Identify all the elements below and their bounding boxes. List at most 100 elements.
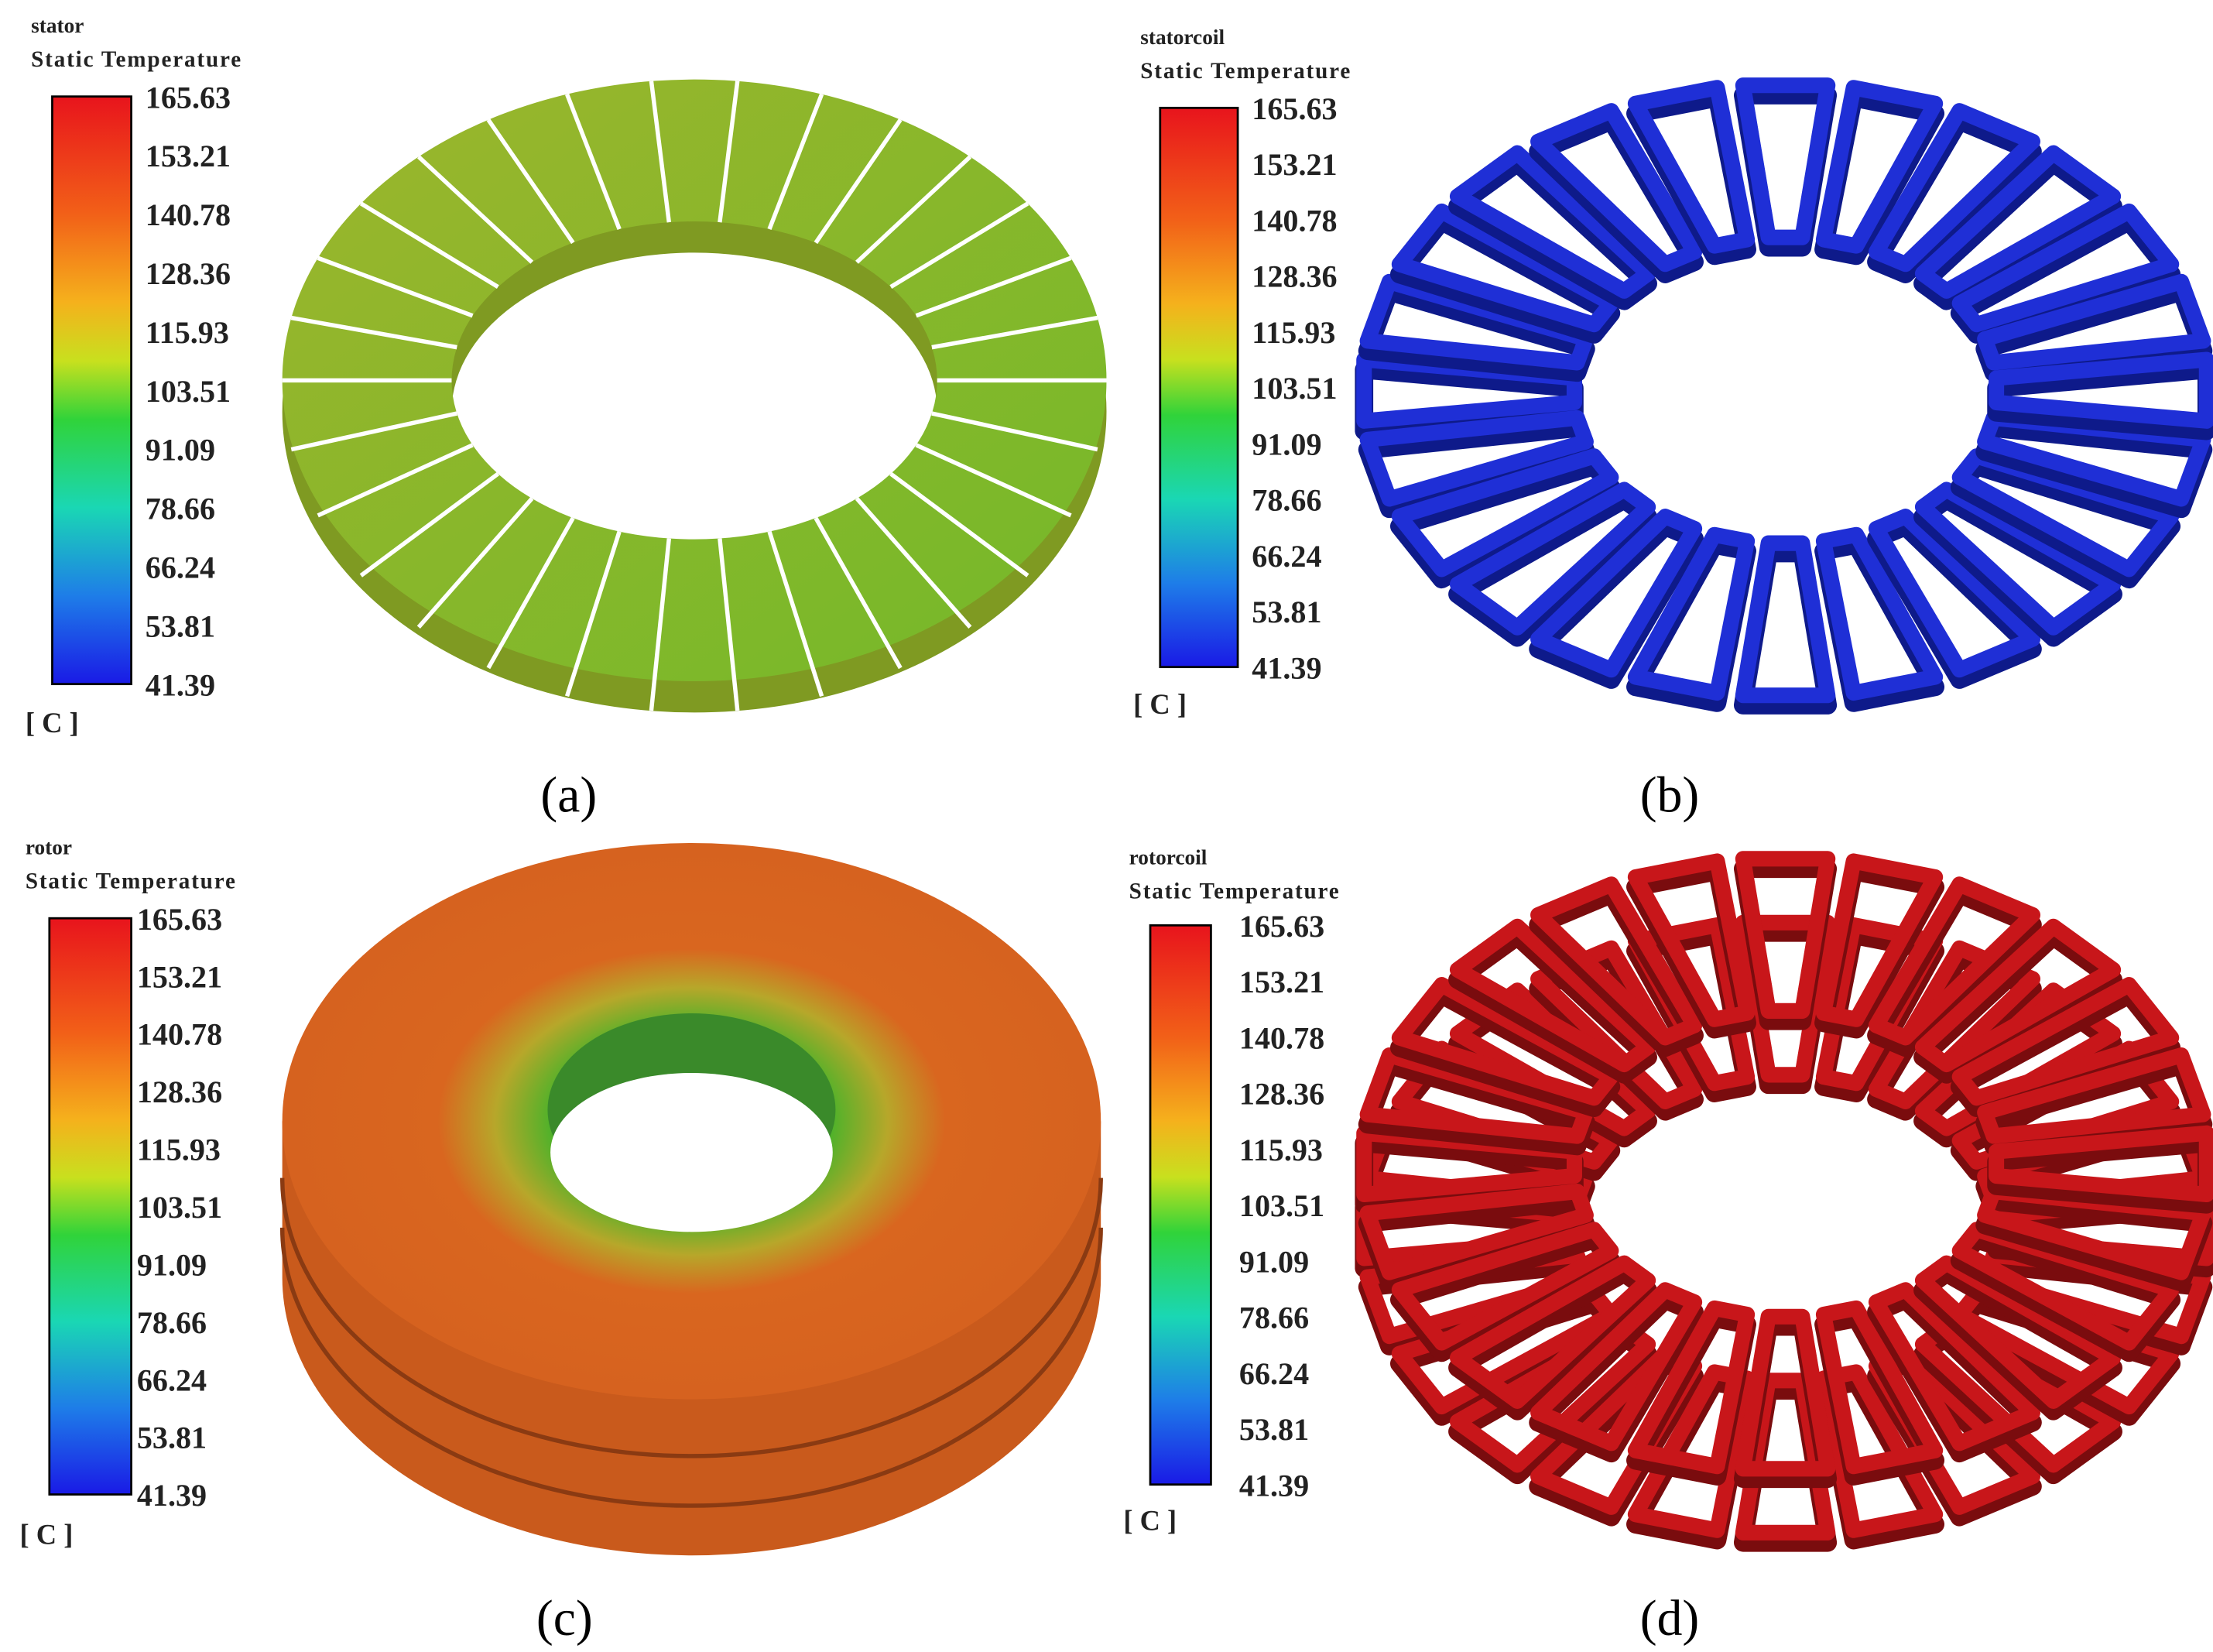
rotor-hole bbox=[550, 1073, 833, 1232]
unit: [ C ] bbox=[20, 1519, 74, 1551]
stator-slot bbox=[718, 538, 740, 711]
color-bar-tick-label: 128.36 bbox=[137, 1074, 222, 1109]
stator-slot bbox=[290, 315, 457, 350]
color-bar-tick-label: 66.24 bbox=[146, 550, 215, 584]
color-bar-tick-label: 140.78 bbox=[1252, 203, 1337, 238]
stator-slot bbox=[855, 497, 972, 629]
coil bbox=[1391, 448, 1619, 578]
coil bbox=[1359, 410, 1594, 507]
color-bar-tick-label: 140.78 bbox=[146, 197, 231, 232]
coil bbox=[1627, 80, 1756, 254]
coil bbox=[1391, 1285, 1619, 1415]
coil bbox=[1989, 351, 2213, 429]
coil bbox=[1868, 876, 2041, 1046]
color-bar-tick-label: 103.51 bbox=[1239, 1188, 1324, 1223]
coil bbox=[1391, 977, 1619, 1106]
color-bar-tick-label: 128.36 bbox=[1252, 259, 1337, 294]
color-bar-tick-label: 91.09 bbox=[1252, 427, 1321, 461]
coil bbox=[1530, 940, 1703, 1109]
coil bbox=[1815, 80, 1944, 254]
color-bar-tick-label: 165.63 bbox=[146, 80, 231, 115]
coil bbox=[1627, 853, 1756, 1027]
stator-slot bbox=[416, 155, 534, 264]
color-bar-tick-label: 91.09 bbox=[1239, 1244, 1309, 1279]
caption: (d) bbox=[1640, 1590, 1700, 1647]
color-bar-tick-label: 53.81 bbox=[1252, 595, 1321, 629]
coil bbox=[1627, 526, 1756, 701]
coil bbox=[1735, 1308, 1836, 1477]
coil bbox=[1391, 1222, 1619, 1351]
coil bbox=[1530, 509, 1703, 678]
color-bar-tick-label: 41.39 bbox=[137, 1478, 207, 1513]
coil bbox=[1735, 77, 1836, 245]
stator-slot bbox=[718, 81, 740, 223]
color-bar-tick-label: 140.78 bbox=[1239, 1020, 1324, 1055]
coil bbox=[1977, 273, 2211, 371]
color-bar-tick-label: 78.66 bbox=[1252, 483, 1321, 518]
color-bar-tick-label: 103.51 bbox=[137, 1190, 222, 1225]
unit: [ C ] bbox=[1133, 688, 1187, 720]
coil bbox=[1356, 1125, 1582, 1203]
color-bar bbox=[1159, 106, 1239, 669]
coil bbox=[1868, 509, 2041, 678]
coil bbox=[1449, 1255, 1656, 1409]
coil bbox=[1951, 203, 2180, 333]
coil bbox=[1530, 1282, 1703, 1451]
legends: stator Static Temperature 165.63 153.21 140.… bbox=[20, 14, 1700, 1647]
color-bar bbox=[51, 95, 132, 686]
color-bar-tick-label: 128.36 bbox=[1239, 1077, 1324, 1112]
color-bar-tick-label: 78.66 bbox=[1239, 1301, 1309, 1335]
coil bbox=[1914, 145, 2122, 299]
coil bbox=[1449, 918, 1656, 1073]
stator-top bbox=[282, 79, 1107, 681]
color-bar-tick-label: 66.24 bbox=[1239, 1356, 1309, 1391]
coil bbox=[1868, 1282, 2041, 1451]
color-bar-tick-label: 115.93 bbox=[1239, 1133, 1323, 1167]
color-bar-tick-label: 91.09 bbox=[137, 1247, 207, 1282]
coil bbox=[1914, 482, 2122, 636]
coil bbox=[1914, 918, 2122, 1073]
caption: (a) bbox=[540, 767, 597, 824]
stator-slot bbox=[915, 443, 1072, 518]
coil bbox=[1977, 1047, 2211, 1144]
color-bar-tick-label: 53.81 bbox=[1239, 1412, 1309, 1447]
stator-slot bbox=[317, 255, 474, 318]
color-bar-tick-label: 128.36 bbox=[146, 256, 231, 291]
stator-slot bbox=[317, 443, 474, 518]
part-name: stator bbox=[31, 14, 84, 37]
color-bar-tick-label: 41.39 bbox=[1239, 1468, 1309, 1503]
coil bbox=[1914, 1255, 2122, 1409]
color-bar-tick-label: 165.63 bbox=[1252, 91, 1337, 126]
coil bbox=[1815, 526, 1944, 701]
coil bbox=[1391, 203, 1619, 333]
coil bbox=[1735, 535, 1836, 704]
color-bar-tick-label: 115.93 bbox=[1252, 315, 1335, 350]
variable-name: Static Temperature bbox=[1140, 59, 1351, 84]
color-bar-tick-label: 140.78 bbox=[137, 1017, 222, 1052]
part-name: rotorcoil bbox=[1129, 845, 1208, 869]
stator-slot bbox=[359, 201, 499, 289]
color-bar-tick-label: 41.39 bbox=[1252, 650, 1321, 685]
stator-slot bbox=[889, 201, 1029, 289]
color-bar-tick-label: 91.09 bbox=[146, 433, 215, 468]
coil bbox=[1356, 351, 1582, 429]
color-bar-tick-label: 153.21 bbox=[137, 959, 222, 994]
coil bbox=[1627, 1300, 1756, 1475]
stator-slot bbox=[565, 93, 622, 231]
coil bbox=[1735, 851, 1836, 1019]
color-bar-tick-label: 153.21 bbox=[1252, 147, 1337, 182]
color-bar bbox=[1149, 924, 1212, 1486]
coil bbox=[1359, 1184, 1594, 1280]
variable-name: Static Temperature bbox=[1129, 879, 1341, 903]
coil bbox=[1868, 940, 2041, 1109]
stator-slot bbox=[767, 93, 824, 231]
coil bbox=[1627, 1364, 1756, 1538]
variable-name: Static Temperature bbox=[31, 47, 242, 72]
coil bbox=[1359, 1047, 1594, 1144]
stator-slot bbox=[290, 411, 457, 452]
color-bar bbox=[48, 917, 132, 1496]
stator-slot bbox=[416, 497, 534, 629]
color-bar-tick-label: 53.81 bbox=[146, 608, 215, 643]
